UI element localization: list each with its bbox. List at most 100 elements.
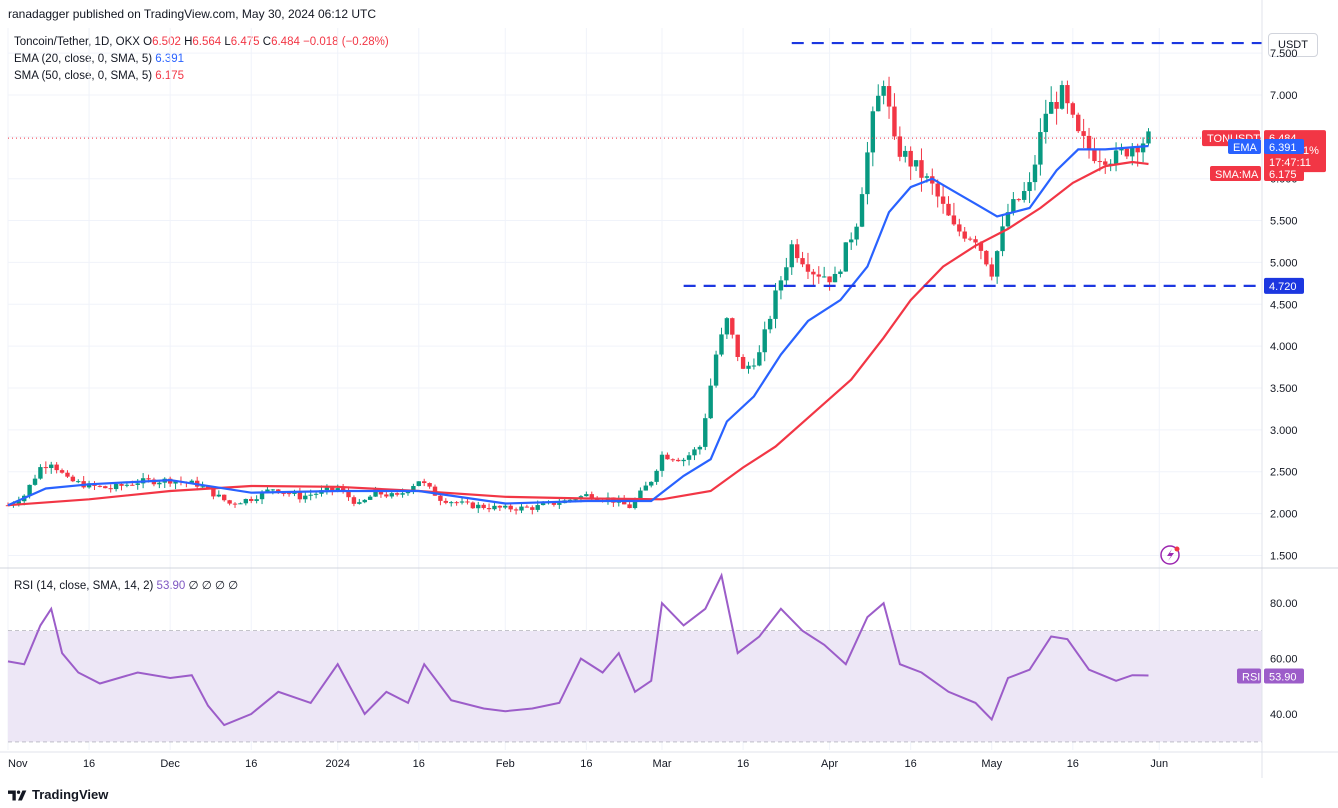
candle-body bbox=[1130, 147, 1135, 157]
candle-body bbox=[740, 356, 746, 369]
candle-body bbox=[643, 485, 649, 491]
candle-body bbox=[762, 329, 767, 353]
candle-body bbox=[951, 215, 957, 225]
candle-body bbox=[59, 470, 65, 473]
candle-body bbox=[794, 244, 800, 259]
candle-body bbox=[32, 478, 38, 485]
legend-open-label: O bbox=[143, 36, 153, 48]
level-lines bbox=[683, 41, 1262, 287]
candle-body bbox=[405, 491, 411, 494]
price-tick-label: 3.000 bbox=[1270, 425, 1298, 437]
ema-20-line bbox=[7, 144, 1149, 507]
legend-close-value: 6.484 bbox=[271, 36, 300, 48]
candle-body bbox=[449, 502, 454, 504]
candle-body bbox=[470, 502, 476, 509]
candle-body bbox=[832, 273, 838, 283]
lightning-icon[interactable] bbox=[1160, 545, 1180, 565]
legend-high-label: H bbox=[184, 36, 193, 48]
candle-body bbox=[843, 242, 849, 272]
candle-body bbox=[821, 276, 827, 278]
candle-body bbox=[508, 505, 513, 510]
time-tick-label: 16 bbox=[413, 758, 425, 770]
time-tick-label: 16 bbox=[580, 758, 592, 770]
candle-body bbox=[854, 226, 859, 240]
legend-low-label: L bbox=[224, 36, 231, 48]
publisher-caption: ranadagger published on TradingView.com,… bbox=[8, 7, 377, 21]
currency-selector[interactable]: USDT bbox=[1268, 33, 1318, 57]
rsi-name-tag-bg bbox=[1237, 668, 1261, 684]
candle-body bbox=[400, 493, 405, 495]
candle-body bbox=[1092, 148, 1097, 162]
candles-layer bbox=[5, 76, 1151, 515]
legend-symbol[interactable]: Toncoin/Tether, 1D, OKX bbox=[14, 36, 140, 48]
candle-body bbox=[789, 244, 794, 268]
tradingview-footer[interactable]: TradingView bbox=[8, 787, 108, 802]
candle-body bbox=[1146, 131, 1151, 144]
candle-body bbox=[686, 455, 692, 460]
rsi-line bbox=[7, 572, 1149, 727]
candle-body bbox=[881, 86, 886, 96]
main-legend: Toncoin/Tether, 1D, OKX O6.502 H6.564 L6… bbox=[14, 34, 389, 85]
candle-body bbox=[903, 150, 908, 157]
candle-body bbox=[638, 490, 643, 500]
candle-body bbox=[816, 274, 821, 277]
rsi-legend[interactable]: RSI (14, close, SMA, 14, 2) 53.90 ∅ ∅ ∅ … bbox=[14, 578, 238, 592]
time-tick-label: 16 bbox=[905, 758, 917, 770]
candle-body bbox=[984, 250, 989, 265]
candle-body bbox=[351, 497, 357, 504]
candle-body bbox=[530, 507, 535, 510]
candle-body bbox=[308, 494, 313, 496]
candle-body bbox=[870, 111, 876, 153]
candle-body bbox=[773, 290, 778, 319]
candle-body bbox=[1005, 212, 1011, 227]
candle-body bbox=[665, 454, 670, 460]
candle-body bbox=[859, 194, 865, 227]
legend-sma-label: SMA (50, close, 0, SMA, 5) bbox=[14, 70, 153, 82]
candle-body bbox=[416, 481, 421, 486]
candle-body bbox=[1054, 102, 1059, 109]
time-tick-label: Mar bbox=[653, 758, 672, 770]
time-tick-label: Feb bbox=[496, 758, 515, 770]
candle-body bbox=[751, 365, 757, 367]
sma-value-tag-text: 6.175 bbox=[1269, 169, 1297, 181]
candle-body bbox=[297, 492, 303, 500]
candle-body bbox=[962, 231, 967, 239]
candle-body bbox=[157, 482, 162, 485]
candle-body bbox=[362, 499, 367, 503]
candle-body bbox=[54, 464, 59, 471]
candle-body bbox=[1135, 147, 1140, 153]
price-tick-label: 2.500 bbox=[1270, 467, 1298, 479]
time-tick-label: Jun bbox=[1150, 758, 1168, 770]
rsi-legend-label: RSI (14, close, SMA, 14, 2) bbox=[14, 580, 154, 592]
candle-body bbox=[632, 499, 638, 509]
candle-body bbox=[703, 418, 708, 447]
candle-body bbox=[65, 472, 70, 477]
candle-body bbox=[994, 251, 1000, 277]
candle-body bbox=[108, 488, 113, 490]
candle-body bbox=[465, 501, 470, 503]
candle-body bbox=[335, 488, 340, 491]
candle-body bbox=[940, 196, 946, 204]
candle-body bbox=[292, 492, 297, 494]
candle-body bbox=[1124, 148, 1130, 157]
candle-body bbox=[708, 385, 713, 419]
time-tick-label: May bbox=[981, 758, 1002, 770]
candle-body bbox=[967, 238, 973, 240]
candle-body bbox=[135, 483, 140, 485]
candle-body bbox=[173, 481, 178, 484]
candle-body bbox=[627, 504, 632, 509]
candle-body bbox=[567, 499, 573, 501]
sma-50-line bbox=[7, 160, 1149, 507]
candle-body bbox=[746, 365, 751, 369]
candle-body bbox=[573, 499, 578, 501]
candle-body bbox=[865, 152, 870, 195]
candle-body bbox=[1070, 103, 1076, 115]
price-tick-label: 4.500 bbox=[1270, 299, 1298, 311]
candle-body bbox=[735, 334, 740, 357]
candle-body bbox=[757, 352, 762, 366]
sma-value-tag: 6.175 bbox=[1264, 166, 1304, 182]
price-tick-label: 7.000 bbox=[1270, 90, 1298, 102]
price-tick-label: 1.500 bbox=[1270, 550, 1298, 562]
candle-body bbox=[486, 508, 492, 510]
